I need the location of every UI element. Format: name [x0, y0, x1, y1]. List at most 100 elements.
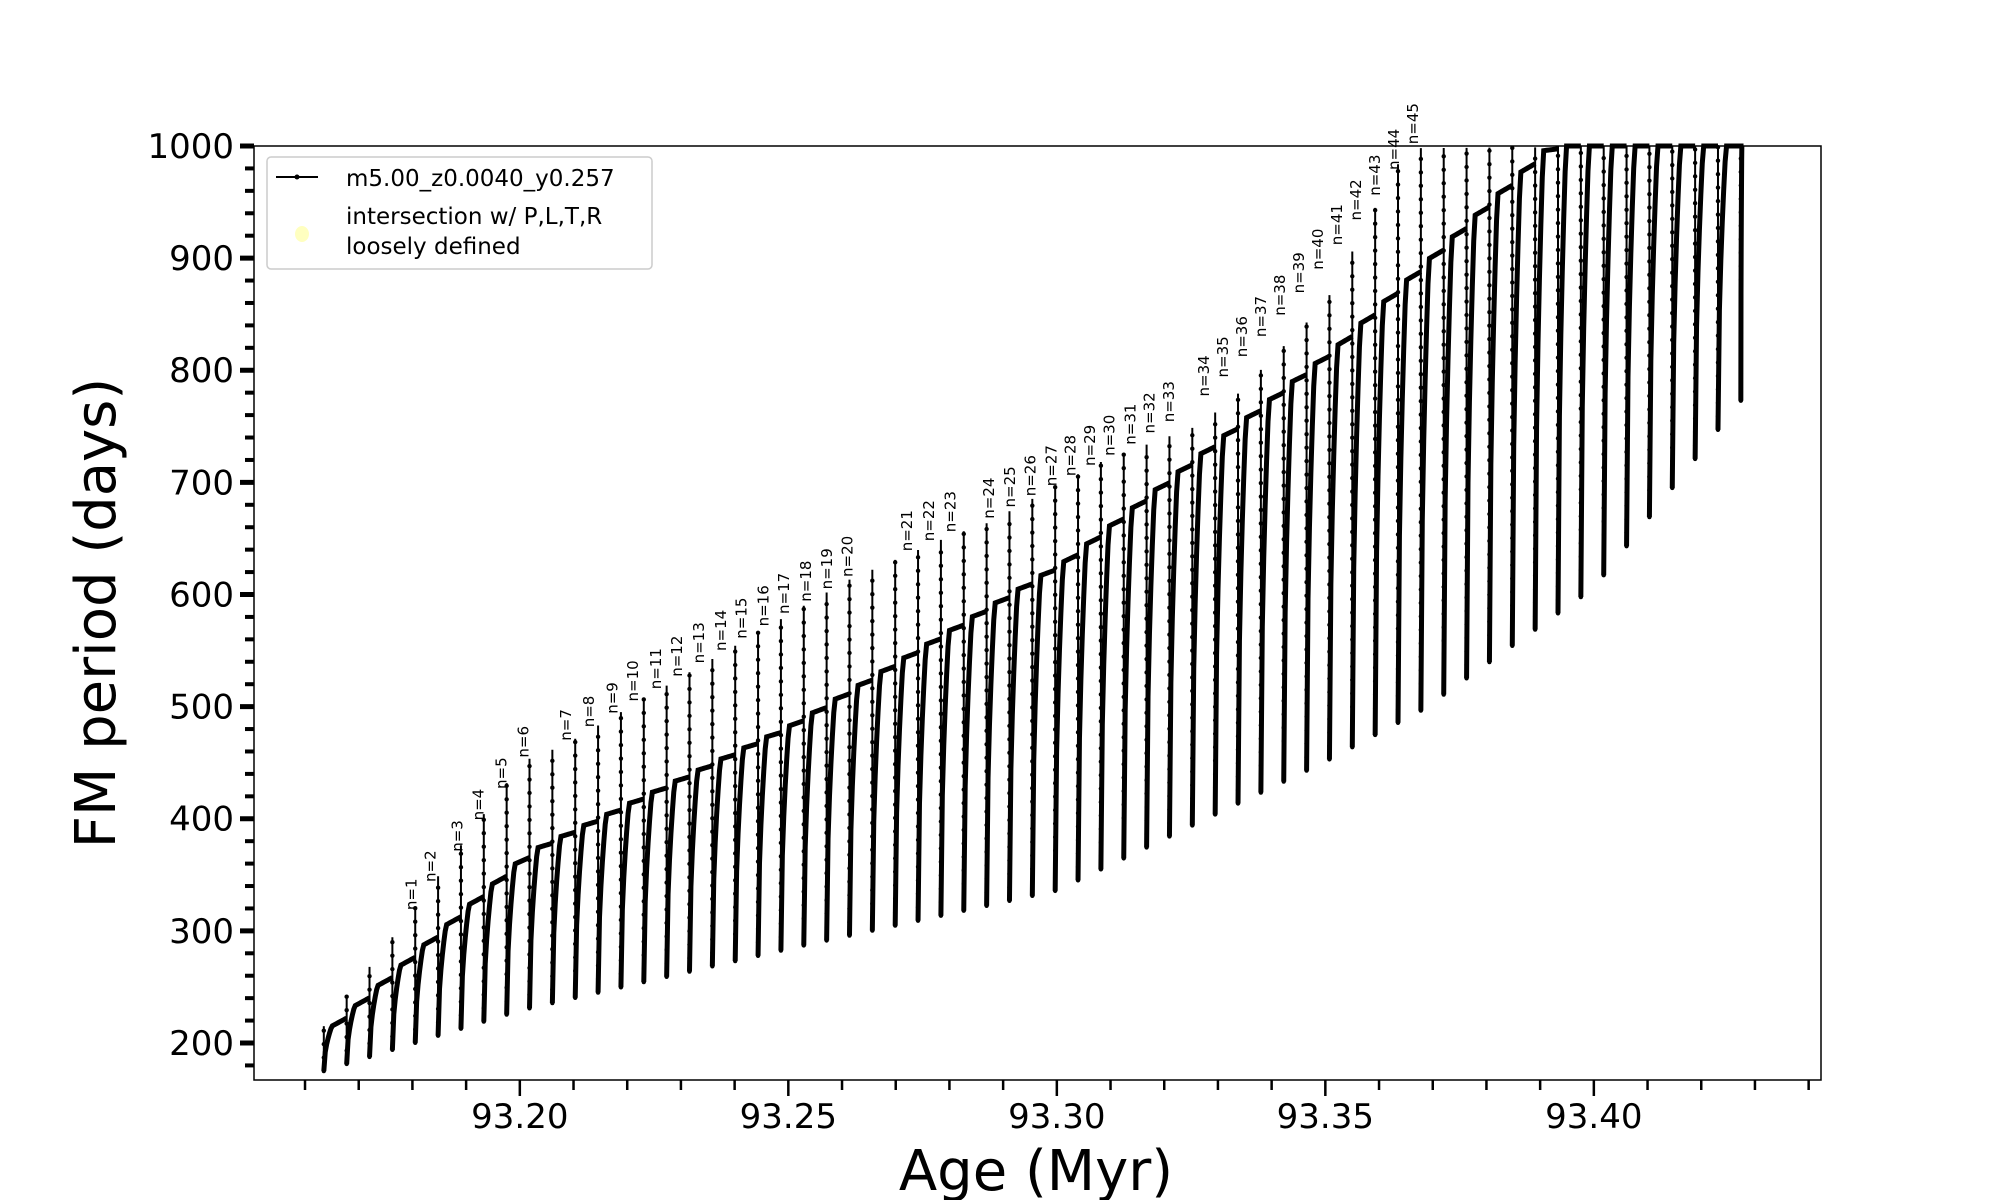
data-point: [1258, 790, 1264, 795]
data-point: [1555, 597, 1561, 603]
data-point: [1121, 735, 1126, 740]
data-point: [847, 650, 852, 656]
data-point: [1258, 655, 1264, 661]
data-point: [710, 842, 715, 848]
data-point: [595, 882, 601, 888]
data-point: [1052, 552, 1058, 557]
data-point: [938, 577, 944, 582]
data-point: [1372, 517, 1378, 522]
pulse-loop: [1258, 390, 1285, 793]
data-point: [1350, 556, 1355, 562]
data-point: [710, 735, 715, 740]
data-point: [824, 911, 829, 916]
pulse-loop: [915, 636, 942, 921]
x-tick-label: 93.25: [740, 1097, 837, 1137]
data-point: [1738, 290, 1744, 296]
data-point: [1578, 487, 1584, 492]
data-point: [481, 857, 486, 863]
data-point: [1395, 411, 1401, 416]
data-point: [938, 900, 944, 905]
data-point: [1441, 517, 1446, 522]
data-point: [1510, 199, 1515, 204]
data-point: [1304, 526, 1309, 531]
data-point: [1487, 269, 1492, 275]
data-point: [733, 904, 738, 910]
data-point: [481, 952, 486, 957]
data-point: [778, 638, 784, 644]
data-point: [1258, 453, 1264, 459]
data-point: [1121, 788, 1126, 794]
data-point: [1555, 234, 1561, 239]
data-point: [755, 711, 761, 716]
data-point: [573, 861, 578, 866]
data-point: [1395, 397, 1401, 403]
data-point: [984, 795, 989, 801]
data-point: [938, 805, 944, 811]
data-point: [755, 684, 761, 689]
data-point: [1555, 611, 1561, 616]
data-point: [1578, 271, 1584, 277]
data-point: [1647, 191, 1652, 197]
data-point: [1624, 342, 1629, 347]
data-point: [1418, 345, 1424, 350]
data-point: [573, 766, 578, 772]
data-point: [1601, 236, 1606, 242]
data-point: [1121, 613, 1126, 619]
data-point: [1464, 353, 1469, 358]
data-point: [1670, 216, 1675, 222]
data-point: [710, 896, 715, 902]
data-point: [1738, 169, 1744, 175]
data-point: [1441, 651, 1446, 657]
data-point: [1510, 226, 1515, 231]
data-point: [1555, 368, 1561, 374]
data-point: [938, 550, 944, 555]
data-point: [413, 906, 418, 911]
pulse-loop: [1098, 516, 1125, 870]
data-point: [527, 1006, 532, 1011]
data-point: [1167, 524, 1172, 530]
data-point: [1052, 525, 1058, 530]
data-point: [641, 764, 646, 769]
data-point: [1144, 818, 1149, 823]
data-point: [1075, 635, 1081, 641]
pulse-loop: [367, 975, 394, 1058]
data-point: [733, 703, 738, 708]
pulse-loop: [1646, 143, 1673, 518]
data-point: [892, 761, 898, 767]
data-point: [961, 625, 966, 631]
data-point: [1647, 286, 1652, 291]
pulse-label: n=18: [797, 561, 815, 602]
data-point: [915, 676, 921, 681]
data-point: [1510, 589, 1515, 595]
data-point: [870, 753, 875, 758]
data-point: [1098, 826, 1104, 832]
data-point: [1098, 571, 1104, 576]
data-point: [1532, 331, 1538, 336]
data-point: [687, 834, 692, 840]
data-point: [1578, 339, 1584, 344]
data-point: [1304, 647, 1309, 652]
data-point: [1281, 725, 1286, 730]
data-point: [801, 902, 806, 908]
data-point: [1418, 587, 1424, 592]
data-point: [1692, 295, 1698, 300]
data-point: [1304, 714, 1309, 719]
y-tick-label: 800: [169, 351, 234, 391]
data-point: [1167, 807, 1172, 812]
data-point: [1075, 810, 1081, 816]
data-point: [1212, 556, 1218, 562]
data-point: [527, 952, 532, 957]
data-point: [892, 640, 898, 646]
data-point: [1212, 448, 1218, 454]
data-point: [687, 727, 692, 732]
data-point: [801, 606, 806, 612]
data-point: [1235, 680, 1241, 685]
data-point: [1487, 458, 1492, 463]
data-point: [1350, 543, 1355, 548]
data-point: [687, 875, 692, 880]
data-point: [1281, 752, 1286, 757]
data-point: [1601, 303, 1606, 309]
data-point: [1395, 451, 1401, 456]
data-point: [801, 754, 806, 760]
data-point: [1372, 504, 1378, 509]
